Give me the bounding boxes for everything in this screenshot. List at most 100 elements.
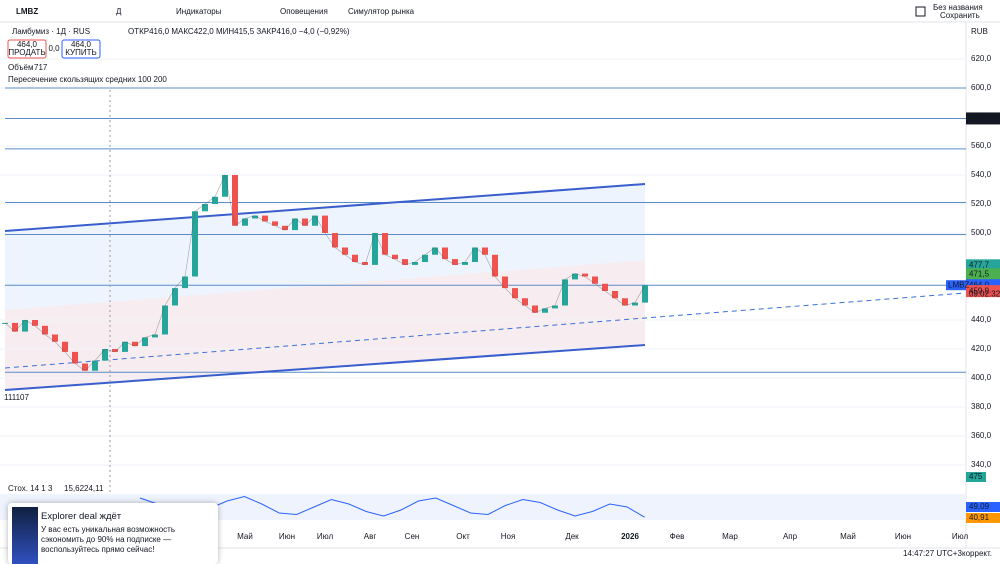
candle <box>342 247 348 255</box>
candle <box>622 298 628 306</box>
candle <box>562 279 568 306</box>
volume-max: 111107 <box>4 393 29 402</box>
candle <box>152 334 158 338</box>
sell-button[interactable] <box>7 39 47 59</box>
x-tick-label: Июл <box>317 532 334 541</box>
stoch-d: 24,11 <box>84 484 104 493</box>
symbol-tag-label: LMBZ <box>948 280 969 289</box>
candle <box>292 218 298 231</box>
vol-tag <box>966 472 986 482</box>
y-tick-label: 540,0 <box>971 170 992 179</box>
candle <box>492 254 498 277</box>
x-tick-label: Сен <box>405 532 420 541</box>
channel-upper <box>4 183 646 232</box>
save[interactable]: Сохранить <box>940 11 980 20</box>
promo-title: Explorer deal ждёт <box>41 511 122 522</box>
candle <box>442 247 448 260</box>
candle <box>462 262 468 265</box>
candle <box>372 233 378 265</box>
candle <box>202 204 208 212</box>
candle <box>572 273 578 280</box>
promo-text: У вас есть уникальная возможность сэконо… <box>41 525 176 554</box>
x-tick-label: Окт <box>456 532 470 541</box>
replay[interactable]: Симулятор рынка <box>348 7 415 16</box>
stoch-tag <box>966 502 1000 512</box>
candle <box>332 233 338 248</box>
candle <box>222 175 228 197</box>
candle <box>302 218 308 226</box>
price-tag-label: 471,5 <box>969 269 990 278</box>
candle <box>512 288 518 299</box>
candle <box>642 285 648 303</box>
buy-button[interactable] <box>61 39 101 59</box>
candle <box>602 283 608 291</box>
y-tick-label: 340,0 <box>971 460 992 469</box>
indicators[interactable]: Индикаторы <box>176 7 222 16</box>
legend-title: Ламбумиз · 1Д · RUS <box>12 27 90 36</box>
adjust[interactable]: коррект. <box>962 549 992 558</box>
x-tick-label: 2026 <box>621 532 639 541</box>
candle <box>192 211 198 277</box>
price-tag-label: 477,7 <box>969 260 990 269</box>
interval[interactable]: Д <box>116 7 122 16</box>
promo-image <box>12 507 38 564</box>
checkbox[interactable] <box>915 6 926 17</box>
candle <box>172 288 178 306</box>
candle <box>112 349 118 352</box>
candle <box>12 322 18 332</box>
channel-mid <box>4 292 966 369</box>
sell-price: 464,0 <box>17 40 38 49</box>
candle <box>102 349 108 361</box>
candle <box>2 322 8 324</box>
candle <box>232 175 238 226</box>
candle <box>92 360 98 371</box>
x-tick-label: Фев <box>670 532 685 541</box>
stoch-line <box>139 495 645 518</box>
x-tick-label: Мар <box>722 532 738 541</box>
x-tick-label: Июн <box>895 532 911 541</box>
alerts[interactable]: Оповещения <box>280 7 328 16</box>
candle <box>272 221 278 226</box>
stoch-k: 15,62 <box>64 484 85 493</box>
candle <box>362 262 368 265</box>
candle <box>322 215 328 233</box>
vol-tag-label: 475 <box>969 472 983 481</box>
sell-label: ПРОДАТЬ <box>8 48 45 57</box>
stoch-label: Стох. 14 1 3 <box>8 484 53 493</box>
y-tick-label: 500,0 <box>971 228 992 237</box>
price-tag-label: 459,9 <box>969 286 990 295</box>
candle <box>52 334 58 342</box>
symbol-tag <box>946 280 966 291</box>
layout-name[interactable]: Без названия <box>933 3 983 12</box>
candle <box>392 254 398 260</box>
stoch-tag-label: 49,09 <box>969 502 990 511</box>
x-tick-label: Май <box>237 532 253 541</box>
symbol[interactable]: LMBZ <box>16 7 38 16</box>
buy-label: КУПИТЬ <box>65 48 96 57</box>
x-tick-label: Дек <box>565 532 579 541</box>
candle <box>82 363 88 371</box>
promo-popup[interactable]: Explorer deal ждёт У вас есть уникальная… <box>8 503 218 564</box>
stoch-tag <box>966 513 1000 523</box>
x-tick-label: Ноя <box>501 532 516 541</box>
candle <box>472 247 478 262</box>
channel-lower <box>4 344 646 391</box>
candle <box>482 247 488 255</box>
stoch-tag-label: 40,91 <box>969 513 990 522</box>
y-tick-label: 400,0 <box>971 373 992 382</box>
y-tick-label: 600,0 <box>971 83 992 92</box>
x-tick-label: Авг <box>364 532 377 541</box>
price-tag <box>966 268 1000 281</box>
price-tag <box>966 285 1000 298</box>
candle <box>382 233 388 255</box>
x-tick-label: Июн <box>279 532 295 541</box>
candle <box>132 341 138 347</box>
candle <box>22 320 28 332</box>
indicator-label: Пересечение скользящих средних 100 200 <box>8 75 167 84</box>
candle <box>582 273 588 277</box>
candle <box>262 215 268 222</box>
toolbar <box>0 0 1000 22</box>
candle <box>32 320 38 326</box>
candle <box>432 247 438 255</box>
